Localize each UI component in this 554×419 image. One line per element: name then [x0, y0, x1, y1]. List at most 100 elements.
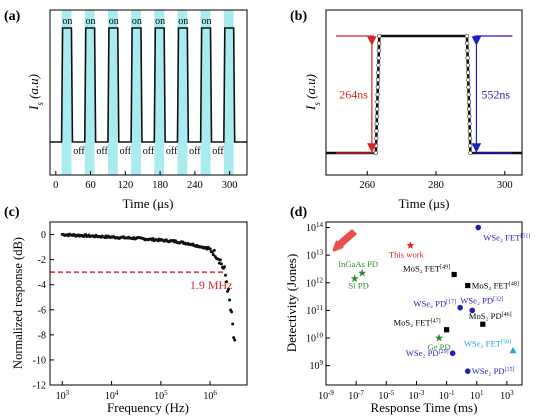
point-label: This work — [389, 249, 425, 259]
panel-b: 264ns 552ns 260 280 300 Time (μs) Is (a.u) — [303, 9, 523, 211]
cutoff-label: 1.9 MHz — [190, 278, 233, 292]
point-label: WSe₂ PD[17] — [413, 299, 456, 309]
pulse-band — [223, 10, 234, 175]
off-label: off — [73, 146, 85, 157]
x-tick-label: 300 — [222, 180, 238, 191]
point-label: WSe₂ FET[50] — [464, 338, 511, 348]
plot-frame-c — [49, 221, 248, 386]
on-label: on — [155, 16, 165, 27]
y-axis-label-c: Normalized response (dB) — [11, 237, 25, 369]
x-tick-label: 106 — [203, 389, 217, 402]
x-ticks-a: 0 60 120 180 240 300 — [53, 171, 237, 191]
response-point — [212, 248, 216, 252]
panel-d: This work InGaAs PD Si PD Ge PD WSe₂ FET[51]… — [284, 221, 530, 415]
rise-point — [373, 150, 379, 156]
y-tick-label: 1012 — [306, 276, 324, 289]
x-tick-label: 0 — [53, 180, 58, 191]
fall-point — [467, 121, 472, 126]
point-label: WSe₂ PD[15] — [472, 366, 515, 376]
on-label: on — [178, 16, 188, 27]
pulse-band — [61, 10, 72, 175]
response-point — [232, 336, 236, 340]
rise-point — [375, 77, 381, 83]
plot-frame-a — [49, 9, 248, 176]
response-point — [227, 287, 231, 291]
direction-arrow — [332, 229, 357, 252]
x-tick-label: 103 — [500, 389, 514, 402]
rise-point — [376, 55, 381, 61]
on-label: on — [86, 16, 96, 27]
point-star — [435, 333, 444, 342]
y-tick-label: -8 — [38, 330, 46, 341]
fall-point — [466, 92, 471, 97]
rise-point — [375, 85, 380, 90]
rise-point — [376, 70, 381, 75]
response-point — [219, 262, 223, 266]
point-label: MoS₂ FET[49] — [403, 263, 450, 273]
rise-point — [374, 136, 379, 141]
x-axis-label-b: Time (μs) — [399, 196, 450, 211]
rise-point — [374, 106, 380, 112]
point-star — [406, 241, 415, 249]
point-circle — [475, 224, 482, 231]
response-point — [210, 250, 214, 254]
panel-label-c: (c) — [4, 205, 20, 220]
rise-point — [374, 121, 379, 126]
x-tick-label: 10-9 — [318, 389, 334, 402]
fall-point — [467, 128, 472, 134]
response-point — [224, 273, 228, 277]
response-point — [208, 247, 212, 251]
off-label: off — [143, 146, 155, 157]
pulse-band — [200, 10, 211, 175]
fall-point — [465, 48, 470, 53]
off-label: off — [96, 146, 108, 157]
rise-point — [376, 63, 381, 68]
fall-point — [465, 55, 470, 61]
x-ticks-b: 260 280 300 — [359, 171, 513, 191]
response-point — [225, 280, 229, 284]
x-axis-label-d: Response Time (ms) — [371, 400, 478, 415]
detectivity-points: This work InGaAs PD Si PD Ge PD WSe₂ FET[51]… — [338, 224, 530, 376]
off-label: off — [120, 146, 132, 157]
pulse-highlights — [61, 10, 234, 175]
y-tick-label: 1014 — [306, 221, 324, 234]
x-ticks-d: 10-9 10-7 10-5 10-3 10-1 101 103 — [318, 381, 514, 402]
point-circle — [469, 307, 476, 314]
y-tick-label: 109 — [310, 359, 324, 372]
x-tick-label: 120 — [117, 180, 133, 191]
fall-point — [467, 136, 473, 141]
fall-point — [467, 114, 472, 119]
rise-point — [376, 48, 382, 53]
rise-point — [377, 33, 382, 39]
panel-label-d: (d) — [290, 205, 307, 220]
x-ticks-c: 103 104 105 106 — [56, 381, 217, 402]
y-tick-label: -6 — [38, 305, 46, 316]
x-axis-label-a: Time (μs) — [123, 196, 174, 211]
pulse-band — [107, 10, 118, 175]
pulse-band — [131, 10, 141, 175]
y-axis-label-d: Detectivity (Jones) — [284, 254, 299, 353]
response-point — [218, 258, 222, 262]
on-label: on — [132, 16, 142, 27]
rise-point — [376, 41, 382, 46]
x-tick-label: 103 — [56, 389, 70, 402]
on-label: on — [62, 16, 72, 27]
off-label: off — [212, 146, 224, 157]
point-label: MoS₂ FET[47] — [393, 318, 440, 328]
y-tick-label: -10 — [33, 355, 46, 366]
pulse-waveform — [50, 27, 247, 143]
fall-point — [465, 63, 470, 68]
x-tick-label: 180 — [152, 180, 168, 191]
response-point — [222, 265, 226, 269]
point-square — [444, 327, 450, 333]
y-tick-label: 1010 — [306, 332, 324, 345]
fall-point — [465, 41, 470, 46]
x-tick-label: 60 — [85, 180, 96, 191]
plot-frame-b — [325, 9, 523, 176]
panel-label-a: (a) — [4, 9, 21, 24]
response-point — [233, 338, 237, 342]
response-point — [228, 298, 232, 302]
x-axis-label-c: Frequency (Hz) — [107, 400, 189, 415]
point-star — [358, 268, 367, 277]
